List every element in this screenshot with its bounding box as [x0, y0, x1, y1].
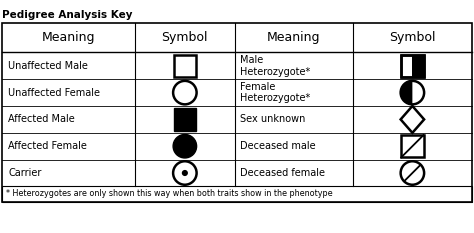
Ellipse shape: [182, 170, 188, 176]
Bar: [401, 55, 424, 77]
Text: Deceased female: Deceased female: [240, 168, 325, 178]
Text: Symbol: Symbol: [389, 31, 436, 44]
Text: Male
Heterozygote*: Male Heterozygote*: [240, 55, 310, 77]
Text: Unaffected Female: Unaffected Female: [8, 88, 100, 98]
Ellipse shape: [173, 134, 197, 158]
Text: Deceased male: Deceased male: [240, 141, 316, 151]
Polygon shape: [401, 81, 412, 104]
Bar: [401, 135, 424, 158]
Text: Carrier: Carrier: [8, 168, 41, 178]
Text: Affected Male: Affected Male: [8, 114, 75, 124]
Bar: [2, 186, 472, 202]
Text: Affected Female: Affected Female: [8, 141, 87, 151]
Bar: [2, 23, 472, 202]
Bar: [401, 55, 424, 77]
Text: Symbol: Symbol: [162, 31, 208, 44]
Text: Meaning: Meaning: [42, 31, 95, 44]
Text: Sex unknown: Sex unknown: [240, 114, 306, 124]
Text: Unaffected Male: Unaffected Male: [8, 61, 88, 71]
Text: Pedigree Analysis Key: Pedigree Analysis Key: [2, 10, 133, 20]
Text: Female
Heterozygote*: Female Heterozygote*: [240, 82, 310, 103]
Bar: [173, 108, 196, 130]
Bar: [173, 55, 196, 77]
Text: * Heterozygotes are only shown this way when both traits show in the phenotype: * Heterozygotes are only shown this way …: [6, 189, 333, 199]
Bar: [412, 55, 424, 77]
Text: Meaning: Meaning: [267, 31, 320, 44]
